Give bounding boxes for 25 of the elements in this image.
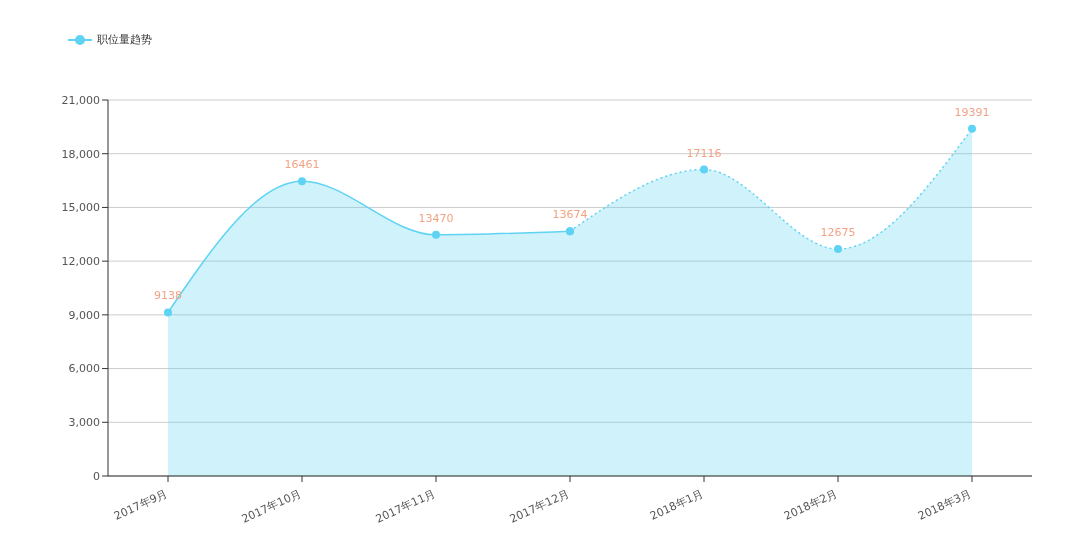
x-tick-label: 2018年3月: [916, 486, 974, 523]
x-tick-label: 2018年2月: [782, 486, 840, 523]
y-tick-label: 6,000: [68, 362, 100, 376]
y-tick-label: 15,000: [61, 201, 100, 215]
y-tick-label: 3,000: [68, 416, 100, 430]
point: [164, 308, 172, 317]
y-tick-label: 21,000: [61, 93, 100, 107]
data-label: 13674: [552, 208, 588, 222]
x-tick-label: 2018年1月: [648, 486, 706, 523]
data-label: 19391: [954, 105, 990, 119]
data-label: 12675: [820, 226, 856, 240]
point: [432, 230, 440, 239]
legend-label: 职位量趋势: [97, 32, 152, 47]
data-label: 16461: [284, 158, 320, 172]
y-tick-label: 9,000: [68, 308, 100, 322]
y-tick-label: 12,000: [61, 255, 100, 269]
point: [700, 165, 708, 174]
point: [968, 124, 976, 133]
point: [834, 245, 842, 254]
data-label: 13470: [418, 211, 454, 225]
y-tick-label: 0: [93, 469, 100, 483]
y-tick-label: 18,000: [61, 147, 100, 161]
point: [298, 177, 306, 186]
data-label: 17116: [686, 146, 722, 160]
point: [566, 227, 574, 236]
